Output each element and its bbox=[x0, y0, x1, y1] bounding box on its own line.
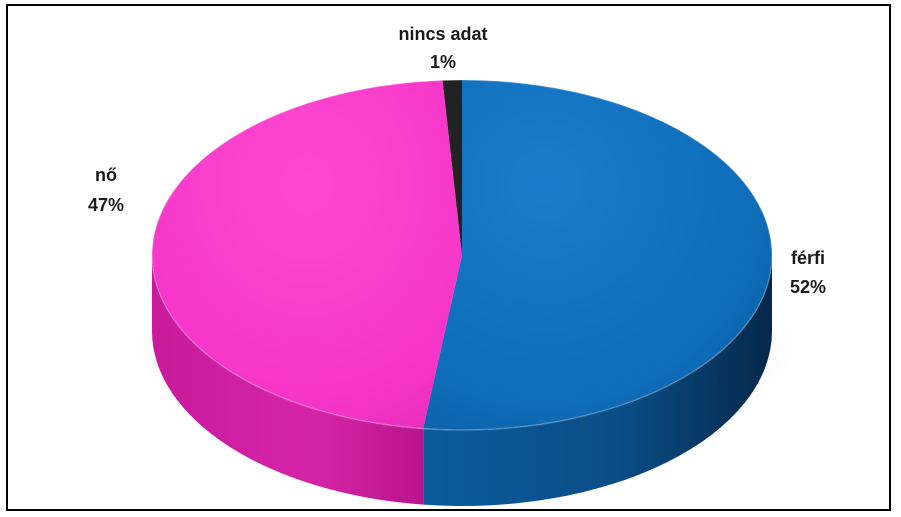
slice-label-nincs-adat-value: 1% bbox=[430, 52, 456, 72]
slice-ferfi bbox=[423, 80, 773, 430]
slice-side-no bbox=[152, 255, 424, 505]
slice-side-ferfi bbox=[423, 255, 772, 506]
slice-label-ferfi-value: 52% bbox=[790, 277, 826, 297]
slice-label-no-name: nő bbox=[95, 165, 117, 185]
pie-rim bbox=[151, 79, 773, 431]
slice-no bbox=[152, 80, 463, 429]
pie-slices bbox=[151, 79, 773, 506]
slice-nincs-adat bbox=[442, 80, 462, 255]
slice-label-no-value: 47% bbox=[88, 195, 124, 215]
slice-label-ferfi-name: férfi bbox=[791, 248, 825, 268]
pie-labels: férfi 52% nő 47% nincs adat 1% bbox=[88, 24, 826, 297]
slice-label-nincs-adat-name: nincs adat bbox=[398, 24, 487, 44]
